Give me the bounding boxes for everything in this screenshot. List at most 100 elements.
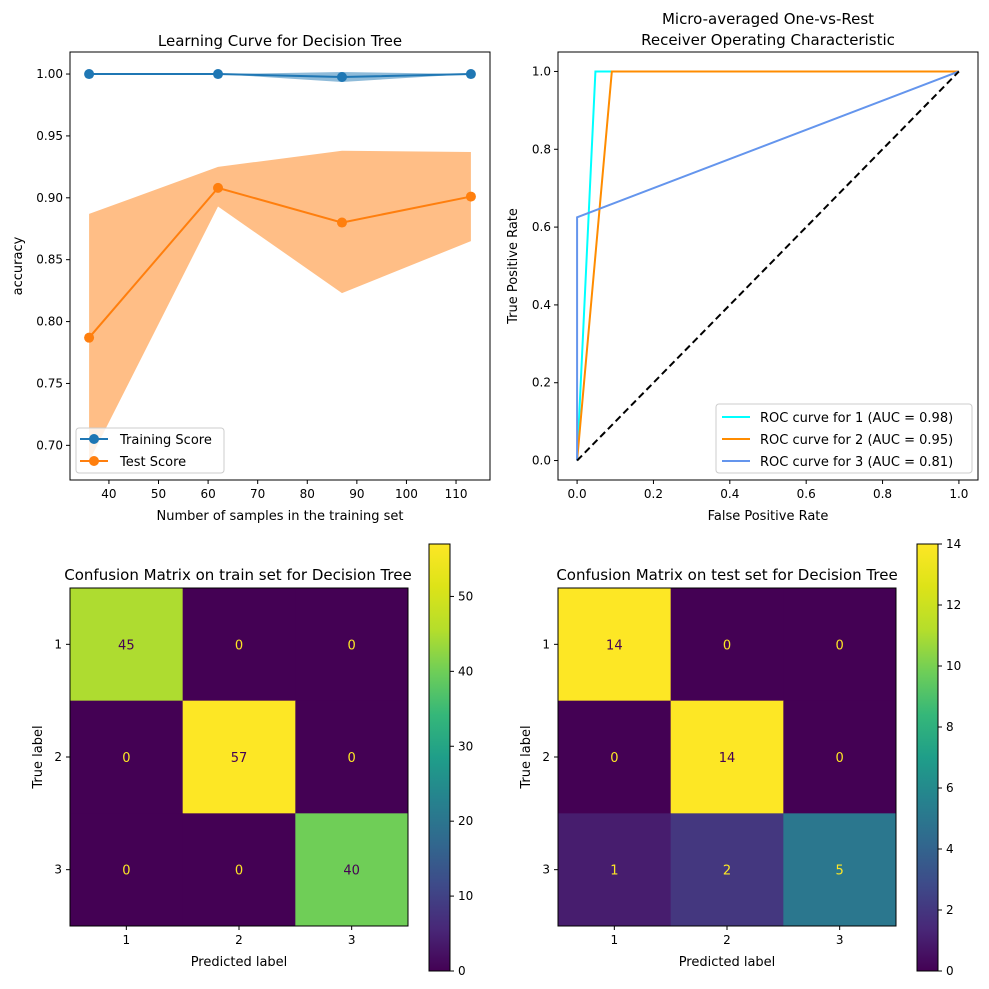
colorbar-tick-label: 8 <box>946 720 954 734</box>
score-point-training <box>336 72 347 83</box>
y-tick-label: 0.8 <box>532 142 551 156</box>
test-cm-ylabel: True label <box>519 725 534 789</box>
y-tick-label: 0.80 <box>36 315 63 329</box>
colorbar-tick-label: 6 <box>946 781 954 795</box>
y-tick-label: 1.0 <box>532 64 551 78</box>
x-tick-label: 80 <box>300 487 315 501</box>
cm-cell <box>70 588 184 702</box>
cm-cell-value: 1 <box>610 864 618 879</box>
y-tick-label: 3 <box>542 863 550 877</box>
learning-curve-lines <box>88 73 472 339</box>
train-cm-ylabel: True label <box>31 725 46 789</box>
roc-frame <box>557 51 979 481</box>
cm-cell <box>182 813 296 927</box>
test-cm-cells <box>558 588 897 927</box>
y-tick-label: 2 <box>542 750 550 764</box>
colorbar-tick-label: 30 <box>458 739 473 753</box>
score-line-training <box>89 73 471 79</box>
cm-cell-value: 40 <box>343 864 360 879</box>
cm-cell <box>558 588 672 702</box>
x-tick-label: 100 <box>395 487 418 501</box>
score-band-test <box>89 150 471 462</box>
score-point-test <box>336 217 347 228</box>
y-tick-label: 0.2 <box>532 376 551 390</box>
train-cm-cells <box>70 588 409 927</box>
x-tick-label: 90 <box>349 487 364 501</box>
roc-panel: Micro-averaged One-vs-Rest Receiver Oper… <box>506 10 979 524</box>
score-band-training <box>89 72 471 82</box>
cm-cell-value: 14 <box>719 751 736 766</box>
colorbar-tick-label: 10 <box>458 889 473 903</box>
x-tick-label: 50 <box>151 487 166 501</box>
test-cm-x-ticks: 1 2 3 <box>611 926 843 947</box>
x-tick-label: 40 <box>101 487 116 501</box>
y-tick-label: 0.90 <box>36 191 63 205</box>
x-tick-label: 1.0 <box>949 487 968 501</box>
cm-cell-value: 45 <box>118 638 135 653</box>
legend-test-label: Test Score <box>119 455 186 470</box>
cm-cell-value: 57 <box>231 751 248 766</box>
roc-title: Micro-averaged One-vs-Rest <box>662 10 874 28</box>
test-colorbar <box>916 543 939 972</box>
train-confusion-matrix-panel: Confusion Matrix on train set for Decisi… <box>31 543 473 978</box>
x-tick-label: 1 <box>123 933 131 947</box>
cm-cell-value: 14 <box>606 638 623 653</box>
y-tick-label: 3 <box>54 863 62 877</box>
x-tick-label: 0.2 <box>644 487 663 501</box>
y-tick-label: 2 <box>54 750 62 764</box>
cm-cell <box>182 588 296 702</box>
legend-training-marker <box>89 434 99 444</box>
y-tick-label: 1 <box>542 637 550 651</box>
y-tick-label: 1.00 <box>36 67 63 81</box>
roc-y-ticks: 0.0 0.2 0.4 0.6 0.8 1.0 <box>532 64 558 468</box>
x-tick-label: 1 <box>611 933 619 947</box>
cm-cell <box>783 588 897 702</box>
cm-cell-value: 0 <box>836 751 844 766</box>
x-tick-label: 0.0 <box>568 487 587 501</box>
cm-cell <box>295 813 409 927</box>
cm-cell-value: 0 <box>836 638 844 653</box>
y-tick-label: 0.70 <box>36 438 63 452</box>
learning-curve-bands <box>89 72 471 462</box>
legend-roc1-label: ROC curve for 1 (AUC = 0.98) <box>760 411 953 426</box>
colorbar-tick-label: 10 <box>946 659 961 673</box>
roc-subtitle: Receiver Operating Characteristic <box>641 31 895 49</box>
score-point-test <box>213 182 224 193</box>
test-cm-values: 14 0 0 0 14 0 1 2 5 <box>606 638 844 878</box>
score-point-test <box>465 191 476 202</box>
y-tick-label: 0.95 <box>36 129 63 143</box>
roc-lines <box>576 70 960 462</box>
test-cm-title: Confusion Matrix on test set for Decisio… <box>556 566 897 584</box>
colorbar-tick-label: 14 <box>946 537 961 551</box>
learning-curve-title: Learning Curve for Decision Tree <box>158 32 402 50</box>
cm-cell-value: 0 <box>723 638 731 653</box>
legend-roc3-label: ROC curve for 3 (AUC = 0.81) <box>760 455 953 470</box>
cm-cell <box>670 588 784 702</box>
cm-cell-value: 0 <box>348 751 356 766</box>
y-tick-label: 0.75 <box>36 376 63 390</box>
cm-cell-value: 0 <box>122 864 130 879</box>
learning-curve-ylabel: accuracy <box>11 236 26 295</box>
roc-legend: ROC curve for 1 (AUC = 0.98) ROC curve f… <box>715 403 973 474</box>
y-tick-label: 0.0 <box>532 454 551 468</box>
y-tick-label: 0.4 <box>532 298 551 312</box>
colorbar-tick-label: 40 <box>458 664 473 678</box>
roc-curve-3 <box>576 70 960 461</box>
test-cm-y-ticks: 1 2 3 <box>542 637 558 877</box>
cm-cell <box>295 588 409 702</box>
test-colorbar-ticks: 0 2 4 6 8 10 12 14 <box>938 537 961 978</box>
colorbar-tick-label: 2 <box>946 903 954 917</box>
x-tick-label: 70 <box>250 487 265 501</box>
roc-curve-2 <box>576 70 959 461</box>
legend-box <box>715 403 973 474</box>
cm-cell-value: 0 <box>235 638 243 653</box>
cm-cell <box>783 700 897 814</box>
cm-cell-value: 0 <box>122 751 130 766</box>
colorbar-tick-label: 0 <box>946 964 954 978</box>
legend-training-label: Training Score <box>119 433 212 448</box>
y-tick-label: 0.6 <box>532 220 551 234</box>
colorbar-tick-label: 50 <box>458 589 473 603</box>
x-tick-label: 2 <box>235 933 243 947</box>
colorbar-tick-label: 0 <box>458 964 466 978</box>
